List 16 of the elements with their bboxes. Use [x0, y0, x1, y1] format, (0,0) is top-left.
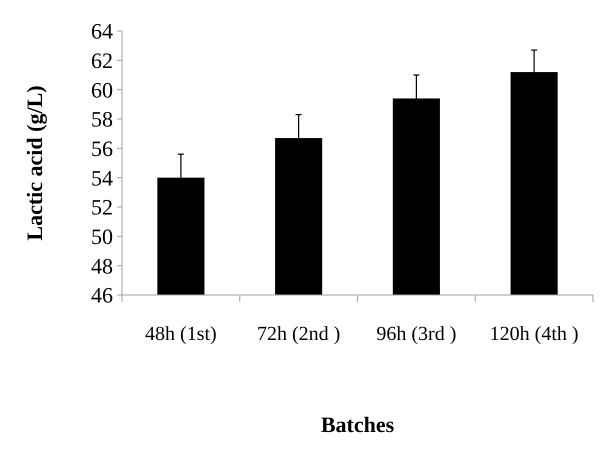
y-tick-label: 64 — [91, 18, 113, 44]
x-tick-label: 72h (2nd ) — [256, 323, 340, 345]
x-tick-label: 48h (1st) — [145, 323, 217, 345]
y-tick-label: 62 — [91, 48, 113, 74]
y-tick-label: 56 — [91, 136, 113, 162]
y-tick-label: 48 — [91, 253, 113, 278]
y-tick-label: 52 — [91, 194, 113, 220]
y-axis-title: Lactic acid (g/L) — [22, 85, 47, 241]
x-tick-label: 120h (4th ) — [490, 323, 579, 345]
x-axis-title: Batches — [320, 412, 395, 437]
y-tick-label: 54 — [91, 165, 113, 190]
y-tick-label: 46 — [91, 282, 113, 308]
x-tick-label: 96h (3rd ) — [376, 323, 456, 345]
y-tick-label: 50 — [91, 224, 113, 250]
y-tick-label: 58 — [91, 106, 113, 132]
y-tick-label: 60 — [91, 77, 113, 102]
